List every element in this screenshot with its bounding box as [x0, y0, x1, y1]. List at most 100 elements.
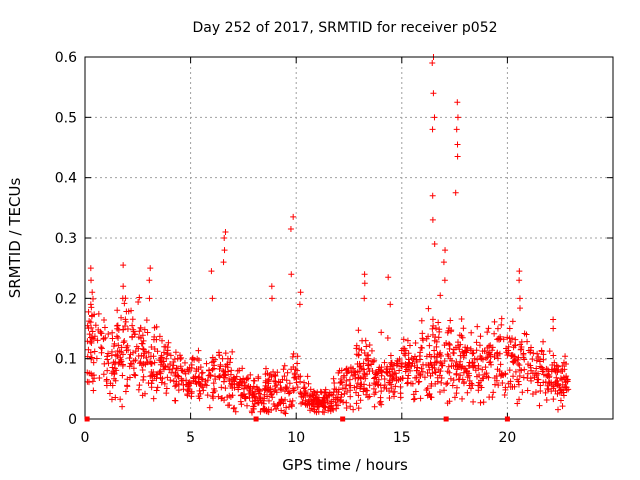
- data-point: [268, 283, 275, 290]
- data-point: [109, 335, 116, 342]
- data-point: [518, 338, 525, 345]
- data-point: [170, 378, 177, 385]
- data-point: [250, 383, 257, 390]
- data-point: [231, 404, 238, 411]
- data-point: [552, 388, 559, 395]
- data-point: [162, 364, 169, 371]
- data-point: [563, 387, 570, 394]
- data-point: [373, 378, 380, 385]
- data-point: [136, 360, 143, 367]
- data-point: [307, 386, 314, 393]
- data-point: [486, 349, 493, 356]
- data-point: [431, 337, 438, 344]
- data-point: [111, 361, 118, 368]
- data-point: [381, 384, 388, 391]
- gap-marker: [253, 416, 259, 422]
- data-point: [366, 393, 373, 400]
- data-point: [249, 398, 256, 405]
- data-point: [101, 360, 108, 367]
- data-point: [562, 353, 569, 360]
- data-point: [205, 367, 212, 374]
- data-point: [159, 375, 166, 382]
- data-point: [197, 380, 204, 387]
- data-point: [210, 389, 217, 396]
- data-point: [141, 326, 148, 333]
- data-point: [164, 374, 171, 381]
- data-point: [454, 153, 461, 160]
- data-point: [168, 369, 175, 376]
- data-point: [543, 397, 550, 404]
- data-point: [437, 359, 444, 366]
- data-point: [540, 379, 547, 386]
- data-point: [505, 350, 512, 357]
- data-point: [109, 329, 116, 336]
- data-point: [271, 378, 278, 385]
- data-point: [241, 394, 248, 401]
- data-point: [88, 339, 95, 346]
- data-point: [454, 141, 461, 148]
- data-point: [491, 318, 498, 325]
- data-point: [457, 358, 464, 365]
- data-point: [377, 398, 384, 405]
- data-point: [477, 333, 484, 340]
- data-point: [540, 338, 547, 345]
- data-point: [119, 362, 126, 369]
- data-point: [131, 371, 138, 378]
- data-point: [399, 363, 406, 370]
- data-point: [140, 373, 147, 380]
- data-point: [300, 393, 307, 400]
- data-point: [454, 114, 461, 121]
- data-point: [321, 409, 328, 416]
- data-point: [559, 368, 566, 375]
- data-point: [360, 366, 367, 373]
- data-point: [290, 213, 297, 220]
- data-point: [559, 403, 566, 410]
- y-tick-label: 0.2: [55, 291, 77, 307]
- data-point: [538, 364, 545, 371]
- data-point: [117, 354, 124, 361]
- data-point: [114, 322, 121, 329]
- x-tick-label: 10: [287, 430, 305, 446]
- data-point: [154, 384, 161, 391]
- data-point: [149, 372, 156, 379]
- data-point: [304, 373, 311, 380]
- data-point: [287, 225, 294, 232]
- data-point: [516, 268, 523, 275]
- data-point: [285, 390, 292, 397]
- data-point: [376, 399, 383, 406]
- data-point: [89, 289, 96, 296]
- data-point: [194, 355, 201, 362]
- data-point: [477, 399, 484, 406]
- data-point: [516, 295, 523, 302]
- data-point: [456, 376, 463, 383]
- data-point: [378, 388, 385, 395]
- data-point: [315, 408, 322, 415]
- data-point: [432, 368, 439, 375]
- data-point: [175, 373, 182, 380]
- data-point: [361, 349, 368, 356]
- data-point: [222, 363, 229, 370]
- data-point: [493, 350, 500, 357]
- data-point: [511, 383, 518, 390]
- data-point: [524, 338, 531, 345]
- data-point: [516, 277, 523, 284]
- data-point: [398, 347, 405, 354]
- data-point: [158, 354, 165, 361]
- data-point: [550, 396, 557, 403]
- data-point: [280, 366, 287, 373]
- data-point: [135, 345, 142, 352]
- data-point: [553, 374, 560, 381]
- data-point: [502, 371, 509, 378]
- data-point: [537, 382, 544, 389]
- data-point: [437, 292, 444, 299]
- data-point: [505, 347, 512, 354]
- data-point: [473, 373, 480, 380]
- data-point: [139, 392, 146, 399]
- data-point: [429, 325, 436, 332]
- data-point: [150, 369, 157, 376]
- data-point: [529, 370, 536, 377]
- data-point: [449, 382, 456, 389]
- data-point: [219, 355, 226, 362]
- data-point: [549, 362, 556, 369]
- gap-marker: [340, 416, 346, 422]
